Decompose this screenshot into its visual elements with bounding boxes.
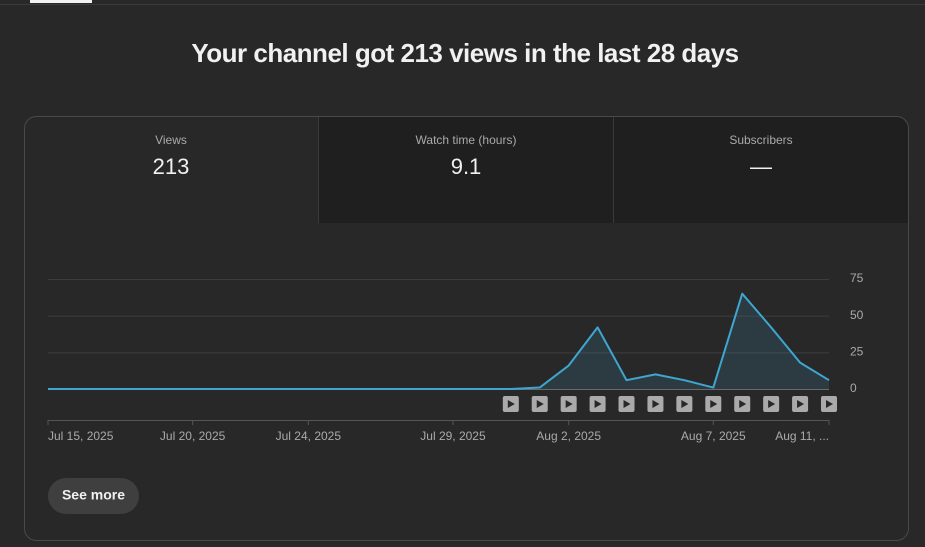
tab-indicator bbox=[30, 0, 92, 3]
video-marker-icon bbox=[594, 400, 602, 408]
video-marker bbox=[589, 396, 606, 412]
video-marker-icon bbox=[652, 400, 660, 408]
x-tick-label: Aug 7, 2025 bbox=[681, 429, 746, 443]
y-tick-label: 50 bbox=[850, 308, 864, 322]
button-bg[interactable] bbox=[48, 478, 139, 514]
video-marker bbox=[676, 396, 693, 412]
video-marker-icon bbox=[507, 400, 515, 408]
video-marker-icon bbox=[565, 400, 573, 408]
x-tick-label: Aug 11, ... bbox=[775, 429, 829, 443]
metric-label: Views bbox=[155, 133, 187, 147]
x-tick-label: Jul 29, 2025 bbox=[420, 429, 486, 443]
metric-value: 213 bbox=[153, 154, 190, 179]
video-marker-icon bbox=[681, 400, 689, 408]
y-tick-label: 0 bbox=[850, 381, 857, 395]
video-marker bbox=[560, 396, 577, 412]
video-marker bbox=[821, 396, 837, 412]
video-marker bbox=[792, 396, 809, 412]
card: Views 213 Watch time (hours) 9.1 Subscri… bbox=[24, 116, 909, 541]
video-marker-icon bbox=[536, 400, 544, 408]
x-tick-label: Jul 15, 2025 bbox=[48, 429, 114, 443]
x-tick-label: Aug 2, 2025 bbox=[536, 429, 601, 443]
video-marker-icon bbox=[623, 400, 631, 408]
button-label[interactable]: See more bbox=[62, 487, 125, 503]
video-marker bbox=[734, 396, 751, 412]
y-tick-label: 75 bbox=[850, 271, 864, 285]
page-title: Your channel got 213 views in the last 2… bbox=[191, 38, 738, 68]
chart: 0 25 50 75 Jul 15, 2025 Jul 20, 2025 Jul 24, 2… bbox=[47, 271, 864, 443]
video-marker bbox=[763, 396, 780, 412]
video-marker bbox=[502, 396, 519, 412]
area bbox=[48, 293, 829, 389]
x-tick-label: Jul 24, 2025 bbox=[276, 429, 342, 443]
video-marker bbox=[618, 396, 635, 412]
y-tick-label: 25 bbox=[850, 345, 864, 359]
video-marker bbox=[705, 396, 722, 412]
metric-label: Subscribers bbox=[729, 133, 792, 147]
video-marker-icon bbox=[768, 400, 776, 408]
video-marker-icon bbox=[797, 400, 805, 408]
video-marker bbox=[647, 396, 664, 412]
line bbox=[48, 292, 830, 390]
video-marker-icon bbox=[826, 400, 833, 408]
see-more-button[interactable]: See more bbox=[48, 478, 139, 514]
metric-value: — bbox=[750, 154, 772, 179]
metric-tab[interactable]: Watch time (hours) 9.1 bbox=[416, 133, 517, 179]
video-marker-icon bbox=[739, 400, 747, 408]
metric-value: 9.1 bbox=[451, 154, 482, 179]
metric-tab[interactable]: Subscribers — bbox=[729, 133, 792, 179]
metric-tab[interactable]: Views 213 bbox=[153, 133, 190, 179]
x-tick-label: Jul 20, 2025 bbox=[160, 429, 226, 443]
video-marker bbox=[531, 396, 548, 412]
metric-label: Watch time (hours) bbox=[416, 133, 517, 147]
video-marker-icon bbox=[710, 400, 718, 408]
